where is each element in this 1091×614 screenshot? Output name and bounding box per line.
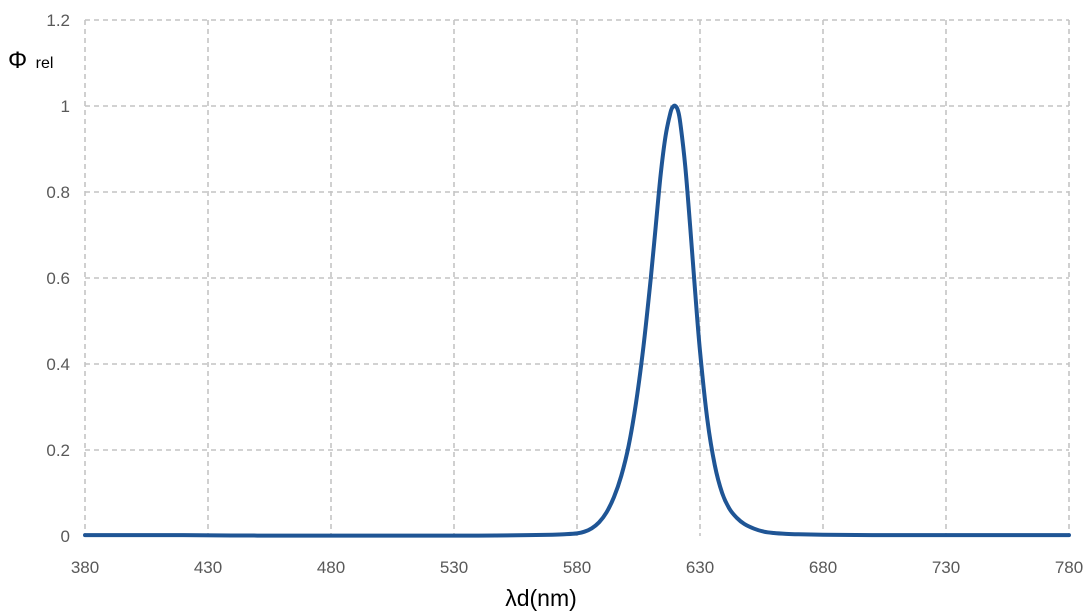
y-axis-label: Φ rel — [8, 47, 53, 74]
tick-labels: 380 430 480 530 580 630 680 730 780 0 0.2 0.4 0.6 0.8… — [46, 11, 1083, 577]
x-tick-label: 480 — [317, 558, 345, 577]
x-tick-label: 430 — [194, 558, 222, 577]
x-tick-label: 580 — [563, 558, 591, 577]
y-axis-label-sub: rel — [36, 55, 54, 72]
y-axis-label-main: Φ — [8, 47, 27, 74]
x-tick-label: 380 — [71, 558, 99, 577]
y-tick-label: 0.2 — [46, 441, 70, 460]
y-tick-label: 1.2 — [46, 11, 70, 30]
x-tick-label: 630 — [686, 558, 714, 577]
y-tick-label: 0 — [61, 527, 70, 546]
y-tick-label: 1 — [61, 97, 70, 116]
x-tick-label: 530 — [440, 558, 468, 577]
x-tick-label: 680 — [809, 558, 837, 577]
spectrum-series-line — [83, 103, 1071, 538]
y-tick-label: 0.4 — [46, 355, 70, 374]
grid — [84, 19, 1070, 536]
x-tick-label: 780 — [1055, 558, 1083, 577]
x-tick-label: 730 — [932, 558, 960, 577]
y-tick-label: 0.8 — [46, 183, 70, 202]
x-axis-label: λd(nm) — [505, 585, 577, 611]
series-layer — [83, 103, 1071, 538]
y-tick-label: 0.6 — [46, 269, 70, 288]
